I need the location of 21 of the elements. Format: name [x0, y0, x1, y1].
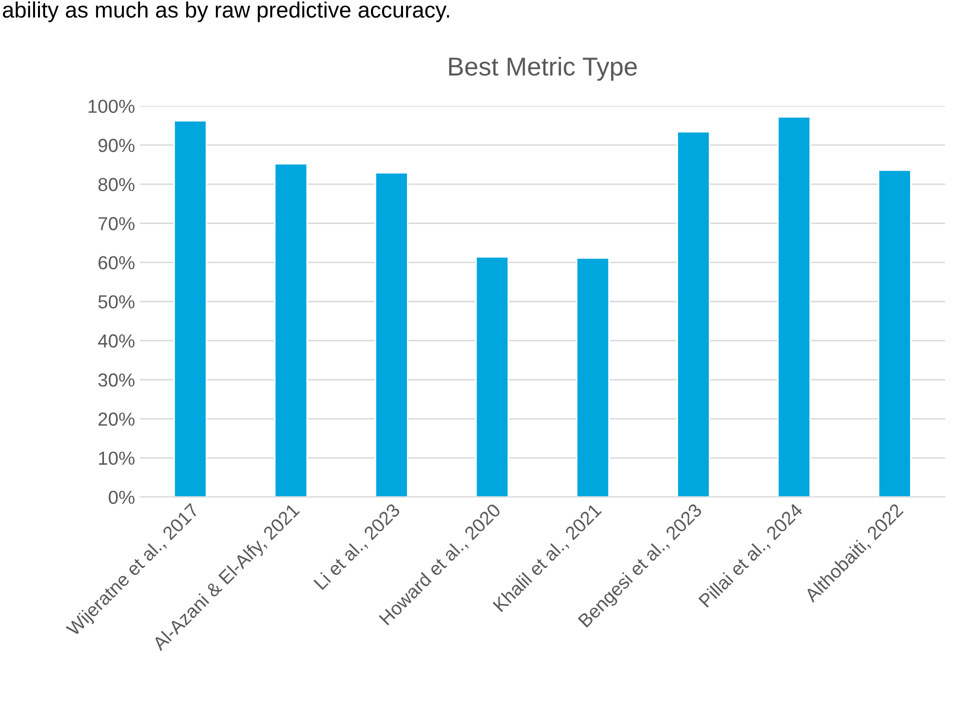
y-tick-label: 30%	[98, 373, 134, 387]
y-tick-label: 100%	[88, 100, 134, 113]
bar	[576, 257, 610, 497]
y-tick-label: 70%	[98, 217, 134, 230]
bar	[374, 172, 408, 497]
y-tick-label: 20%	[98, 412, 134, 426]
y-tick-label: 60%	[98, 256, 134, 270]
bar	[174, 120, 208, 497]
y-tick-label: 80%	[98, 178, 134, 192]
text: ability as much as by raw predictive accuracy.	[2, 1, 450, 22]
bar	[878, 169, 912, 497]
y-tick-label: 10%	[99, 452, 134, 465]
bar	[676, 131, 710, 497]
y-tick-label: 50%	[98, 295, 134, 308]
y-tick-label: 40%	[98, 334, 134, 348]
y-tick-label: 0%	[108, 490, 134, 504]
bar	[777, 116, 811, 497]
y-tick-label: 90%	[98, 138, 134, 152]
bar	[274, 163, 308, 497]
chart-title: Best Metric Type	[449, 56, 637, 81]
bar	[475, 256, 509, 497]
